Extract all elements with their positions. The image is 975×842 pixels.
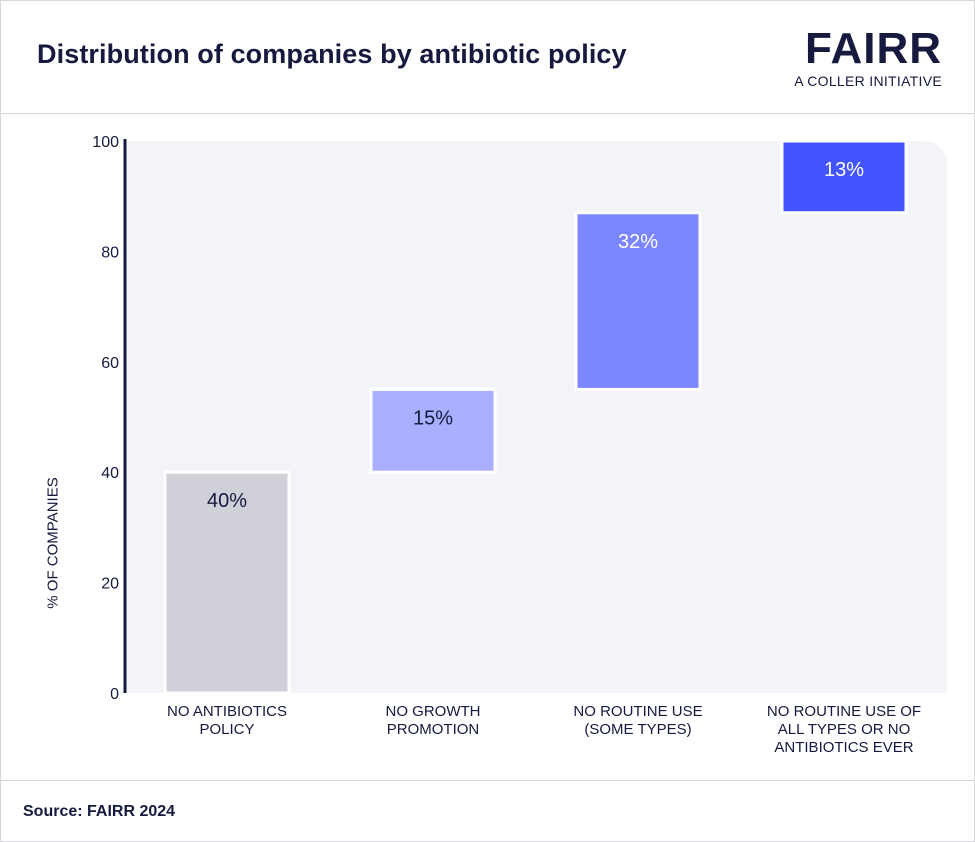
chart-title: Distribution of companies by antibiotic … [37,39,627,69]
x-category-label: NO GROWTH PROMOTION [385,703,481,738]
bar [369,387,497,474]
chart-header: Distribution of companies by antibiotic … [1,1,974,114]
bar-value-label: 32% [618,231,658,253]
y-axis-label: % OF COMPANIES [44,477,62,609]
bar [163,470,291,695]
x-category-label: NO ROUTINE USE OF ALL TYPES OR NO ANTIBIOT… [766,703,922,756]
bar [780,139,908,215]
fairr-logo: FAIRR A COLLER INITIATIVE [782,27,942,93]
bar-value-label: 40% [207,490,247,512]
bar-value-label: 15% [413,407,453,429]
source-note: Source: FAIRR 2024 [23,803,176,820]
x-category-label: NO ANTIBIOTICS POLICY [166,703,287,738]
x-category-label: NO ROUTINE USE (SOME TYPES) [573,703,703,738]
bar-value-label: 13% [824,159,864,181]
y-tick-label: 100 [92,134,119,151]
logo-wordmark: FAIRR [805,24,942,73]
y-tick-label: 80 [101,244,119,261]
y-tick-label: 20 [101,576,119,593]
logo-tagline: A COLLER INITIATIVE [794,73,942,89]
y-tick-label: 40 [101,465,119,482]
waterfall-chart: 0 20 40 60 80 100 40% 15% 32% 13% % OF COMPANIES… [1,113,974,780]
plot-background [125,141,947,693]
y-tick-label: 60 [101,355,119,372]
y-tick-label: 0 [110,686,119,703]
bar [574,211,702,391]
chart-canvas: 0 20 40 60 80 100 40% 15% 32% 13% [92,134,947,703]
chart-footer: Source: FAIRR 2024 [1,780,974,842]
